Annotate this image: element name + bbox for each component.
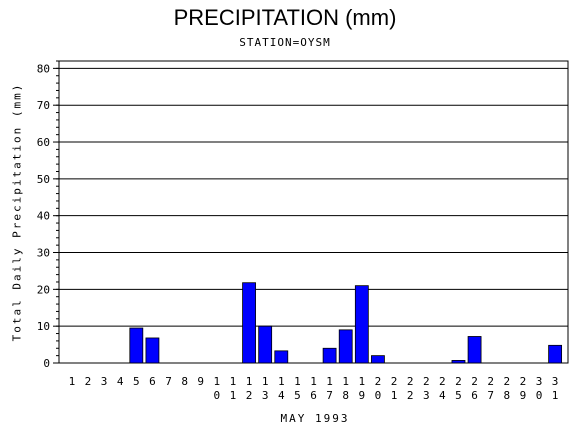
x-tick-label: 1 <box>391 389 398 402</box>
x-tick-label: 0 <box>214 389 221 402</box>
y-tick-label: 0 <box>43 357 50 370</box>
x-tick-label: 3 <box>536 375 543 388</box>
chart-subtitle: STATION=OYSM <box>239 36 331 49</box>
x-tick-label: 2 <box>520 375 527 388</box>
x-tick-label: 5 <box>294 389 301 402</box>
bar <box>274 350 289 364</box>
x-tick-label: 2 <box>423 375 430 388</box>
x-tick-label: 2 <box>375 375 382 388</box>
y-tick-label: 60 <box>37 136 50 149</box>
x-tick-label: 1 <box>262 375 269 388</box>
y-tick-label: 10 <box>37 320 50 333</box>
bar <box>322 347 337 364</box>
x-tick-label: 6 <box>149 375 156 388</box>
x-tick-label: 3 <box>262 389 269 402</box>
y-tick-label: 70 <box>37 99 50 112</box>
x-tick-label: 2 <box>407 375 414 388</box>
x-tick-label: 9 <box>520 389 527 402</box>
x-tick-label: 6 <box>471 389 478 402</box>
x-tick-label: 3 <box>552 375 559 388</box>
x-tick-label: 1 <box>230 389 237 402</box>
x-tick-label: 1 <box>294 375 301 388</box>
y-tick-label: 40 <box>37 210 50 223</box>
x-tick-label: 9 <box>197 375 204 388</box>
x-tick-label: 2 <box>487 375 494 388</box>
x-tick-label: 4 <box>439 389 446 402</box>
x-tick-label: 1 <box>310 375 317 388</box>
x-tick-label: 5 <box>133 375 140 388</box>
x-tick-label: 2 <box>85 375 92 388</box>
x-tick-label: 1 <box>246 375 253 388</box>
x-tick-label: 8 <box>181 375 188 388</box>
x-tick-label: 4 <box>278 389 285 402</box>
x-tick-label: 0 <box>536 389 543 402</box>
bar <box>451 360 466 364</box>
x-tick-label: 8 <box>503 389 510 402</box>
x-tick-label: 8 <box>342 389 349 402</box>
y-tick-label: 30 <box>37 247 50 260</box>
x-tick-label: 3 <box>101 375 108 388</box>
x-tick-label: 6 <box>310 389 317 402</box>
x-tick-label: 5 <box>455 389 462 402</box>
x-tick-label: 1 <box>552 389 559 402</box>
x-tick-label: 1 <box>342 375 349 388</box>
x-tick-label: 1 <box>359 375 366 388</box>
bar <box>258 325 273 364</box>
plot-frame <box>58 60 569 364</box>
x-axis-label: MAY 1993 <box>280 412 350 425</box>
x-tick-label: 7 <box>326 389 333 402</box>
x-tick-label: 9 <box>359 389 366 402</box>
bar <box>371 355 385 364</box>
x-tick-label: 2 <box>455 375 462 388</box>
x-tick-label: 0 <box>375 389 382 402</box>
x-tick-label: 1 <box>214 375 221 388</box>
x-tick-label: 3 <box>423 389 430 402</box>
y-tick-label: 20 <box>37 283 50 296</box>
y-tick-label: 50 <box>37 173 50 186</box>
x-tick-label: 2 <box>471 375 478 388</box>
x-tick-label: 2 <box>439 375 446 388</box>
x-tick-label: 7 <box>165 375 172 388</box>
bar <box>467 336 482 364</box>
y-tick-label: 80 <box>37 62 50 75</box>
x-tick-label: 1 <box>69 375 76 388</box>
x-tick-label: 2 <box>503 375 510 388</box>
bar <box>129 327 144 364</box>
bar <box>338 329 353 364</box>
bar <box>354 285 369 364</box>
chart-title: PRECIPITATION (mm) <box>173 5 397 30</box>
x-tick-label: 7 <box>487 389 494 402</box>
x-tick-label: 1 <box>278 375 285 388</box>
bar <box>145 337 160 364</box>
bar <box>242 282 256 364</box>
x-tick-label: 1 <box>230 375 237 388</box>
x-tick-label: 2 <box>246 389 253 402</box>
x-tick-label: 4 <box>117 375 124 388</box>
y-axis-label: Total Daily Precipitation (mm) <box>10 82 24 342</box>
x-tick-label: 2 <box>407 389 414 402</box>
x-tick-label: 1 <box>326 375 333 388</box>
bar <box>548 344 563 364</box>
x-tick-label: 2 <box>391 375 398 388</box>
